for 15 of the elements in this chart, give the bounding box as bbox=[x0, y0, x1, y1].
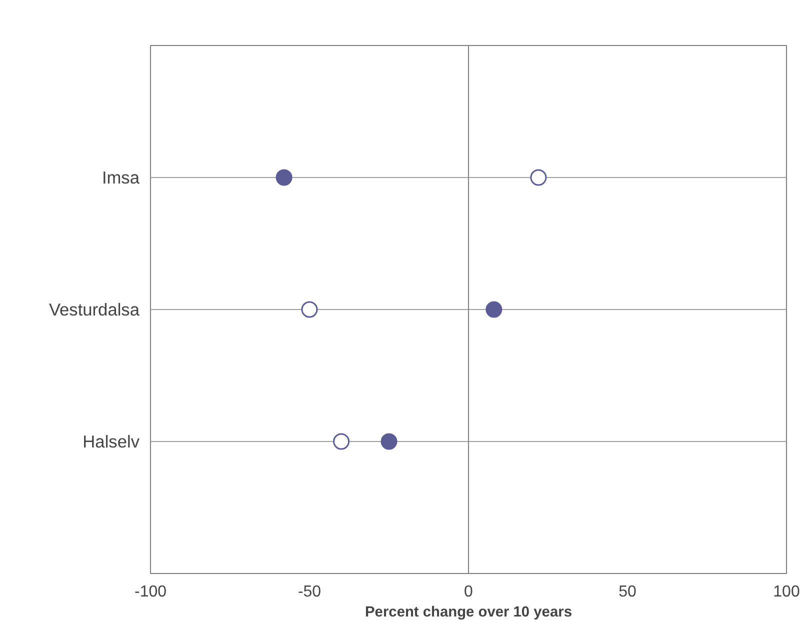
point bbox=[380, 433, 398, 450]
point bbox=[530, 169, 547, 186]
point bbox=[301, 301, 318, 318]
point bbox=[486, 301, 502, 318]
point bbox=[333, 433, 350, 450]
y-tick-label: Imsa bbox=[102, 168, 140, 188]
x-axis-title: Percent change over 10 years bbox=[365, 604, 572, 620]
x-tick-label: 100 bbox=[773, 584, 800, 600]
y-tick-label: Vesturdalsa bbox=[48, 300, 140, 320]
x-tick-label: -50 bbox=[298, 584, 322, 600]
x-tick-label: 0 bbox=[464, 584, 474, 600]
x-tick-label: 50 bbox=[618, 584, 636, 600]
y-tick-label: Halselv bbox=[82, 432, 140, 452]
x-tick-label: -100 bbox=[134, 584, 167, 600]
point bbox=[276, 169, 292, 186]
